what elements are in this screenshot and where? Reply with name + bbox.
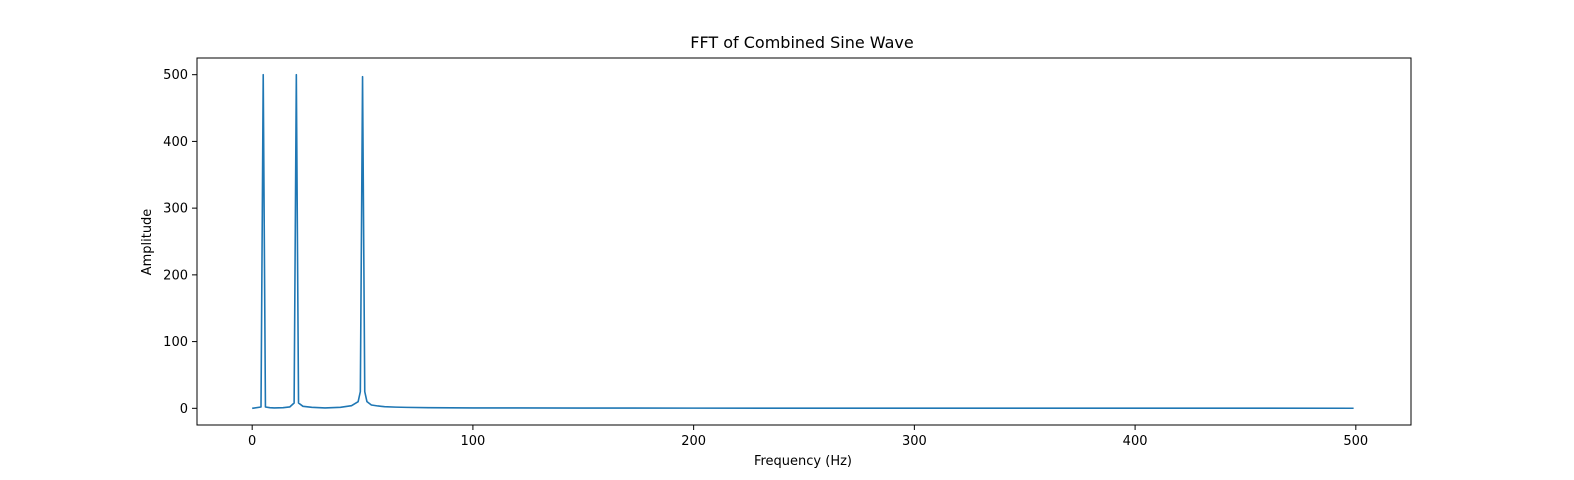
y-tick-label: 100: [163, 335, 188, 350]
x-tick-label: 400: [1123, 434, 1148, 449]
x-tick-label: 0: [248, 434, 256, 449]
y-tick-label: 0: [180, 402, 188, 417]
x-tick-label: 300: [902, 434, 927, 449]
y-tick-label: 300: [163, 202, 188, 217]
y-tick-label: 400: [163, 135, 188, 150]
y-axis-label: Amplitude: [140, 209, 155, 276]
y-axis-ticks: 0 100 200 300 400 500: [163, 68, 197, 417]
x-axis-ticks: 0 100 200 300 400 500: [248, 425, 1368, 449]
series-line-0: [252, 73, 1354, 410]
x-tick-label: 500: [1343, 434, 1368, 449]
x-tick-label: 200: [681, 434, 706, 449]
x-axis-label: Frequency (Hz): [754, 454, 852, 469]
x-tick-label: 100: [460, 434, 485, 449]
plot-area: [252, 73, 1354, 410]
chart-title: FFT of Combined Sine Wave: [690, 33, 913, 52]
y-tick-label: 500: [163, 68, 188, 83]
y-tick-label: 200: [163, 268, 188, 283]
plot-frame: [196, 57, 1412, 426]
